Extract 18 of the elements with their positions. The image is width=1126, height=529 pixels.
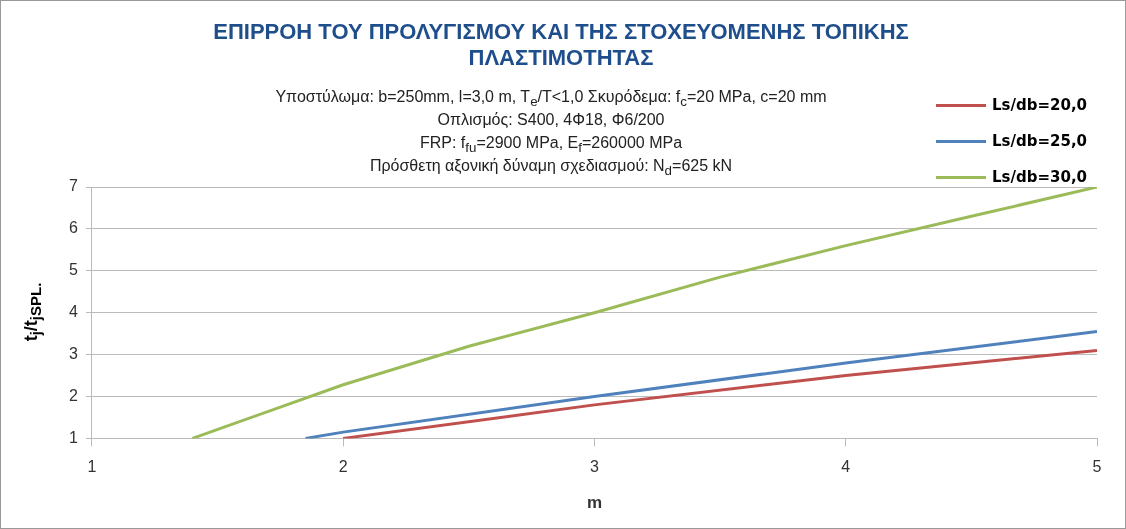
y-tick-label: 3 — [68, 345, 78, 363]
y-tick-label: 5 — [68, 261, 78, 279]
x-tick-label: 3 — [590, 458, 599, 476]
legend-label: Ls/db=30,0 — [992, 168, 1088, 186]
y-tick-label: 4 — [68, 303, 78, 321]
y-tick-label: 1 — [68, 428, 78, 446]
legend-label: Ls/db=25,0 — [992, 132, 1088, 150]
y-tick-label: 6 — [68, 219, 78, 237]
x-tick-label: 5 — [1092, 458, 1102, 476]
x-tick-label: 2 — [338, 458, 348, 476]
y-tick-label: 7 — [68, 177, 78, 195]
chart-title: ΕΠΙΡΡΟΗ ΤΟΥ ΠΡΟΛΥΓΙΣΜΟΥ ΚΑΙ ΤΗΣ ΣΤΟΧΕΥΟΜΕΝΗΣ ΤΟΠΙΚΗΣ ΠΛΑΣΤΙΜΟΤΗΤΑΣ — [212, 19, 910, 71]
text: Υποστύλωμα: b=250mm, l=3,0 m, T$_{e}$/T<1,0 Σκυρόδεμα: f$_{c}$=20 MPa, c=20 mm Οπλισμός: S400, 4Φ18, Φ6/200 FRP: f$_{fu}$=2900 MPa, E$_{f}$=260000 MPa Πρόσθετη αξονική δύναμη σχεδιασμού: N$_{d}$=625 kN — [275, 88, 827, 179]
x-tick-label: 1 — [87, 458, 97, 476]
y-tick-label: 2 — [68, 386, 78, 404]
x-tick-label: 4 — [841, 458, 851, 476]
x-axis-title: m — [586, 493, 603, 513]
legend-label: Ls/db=20,0 — [992, 96, 1088, 114]
